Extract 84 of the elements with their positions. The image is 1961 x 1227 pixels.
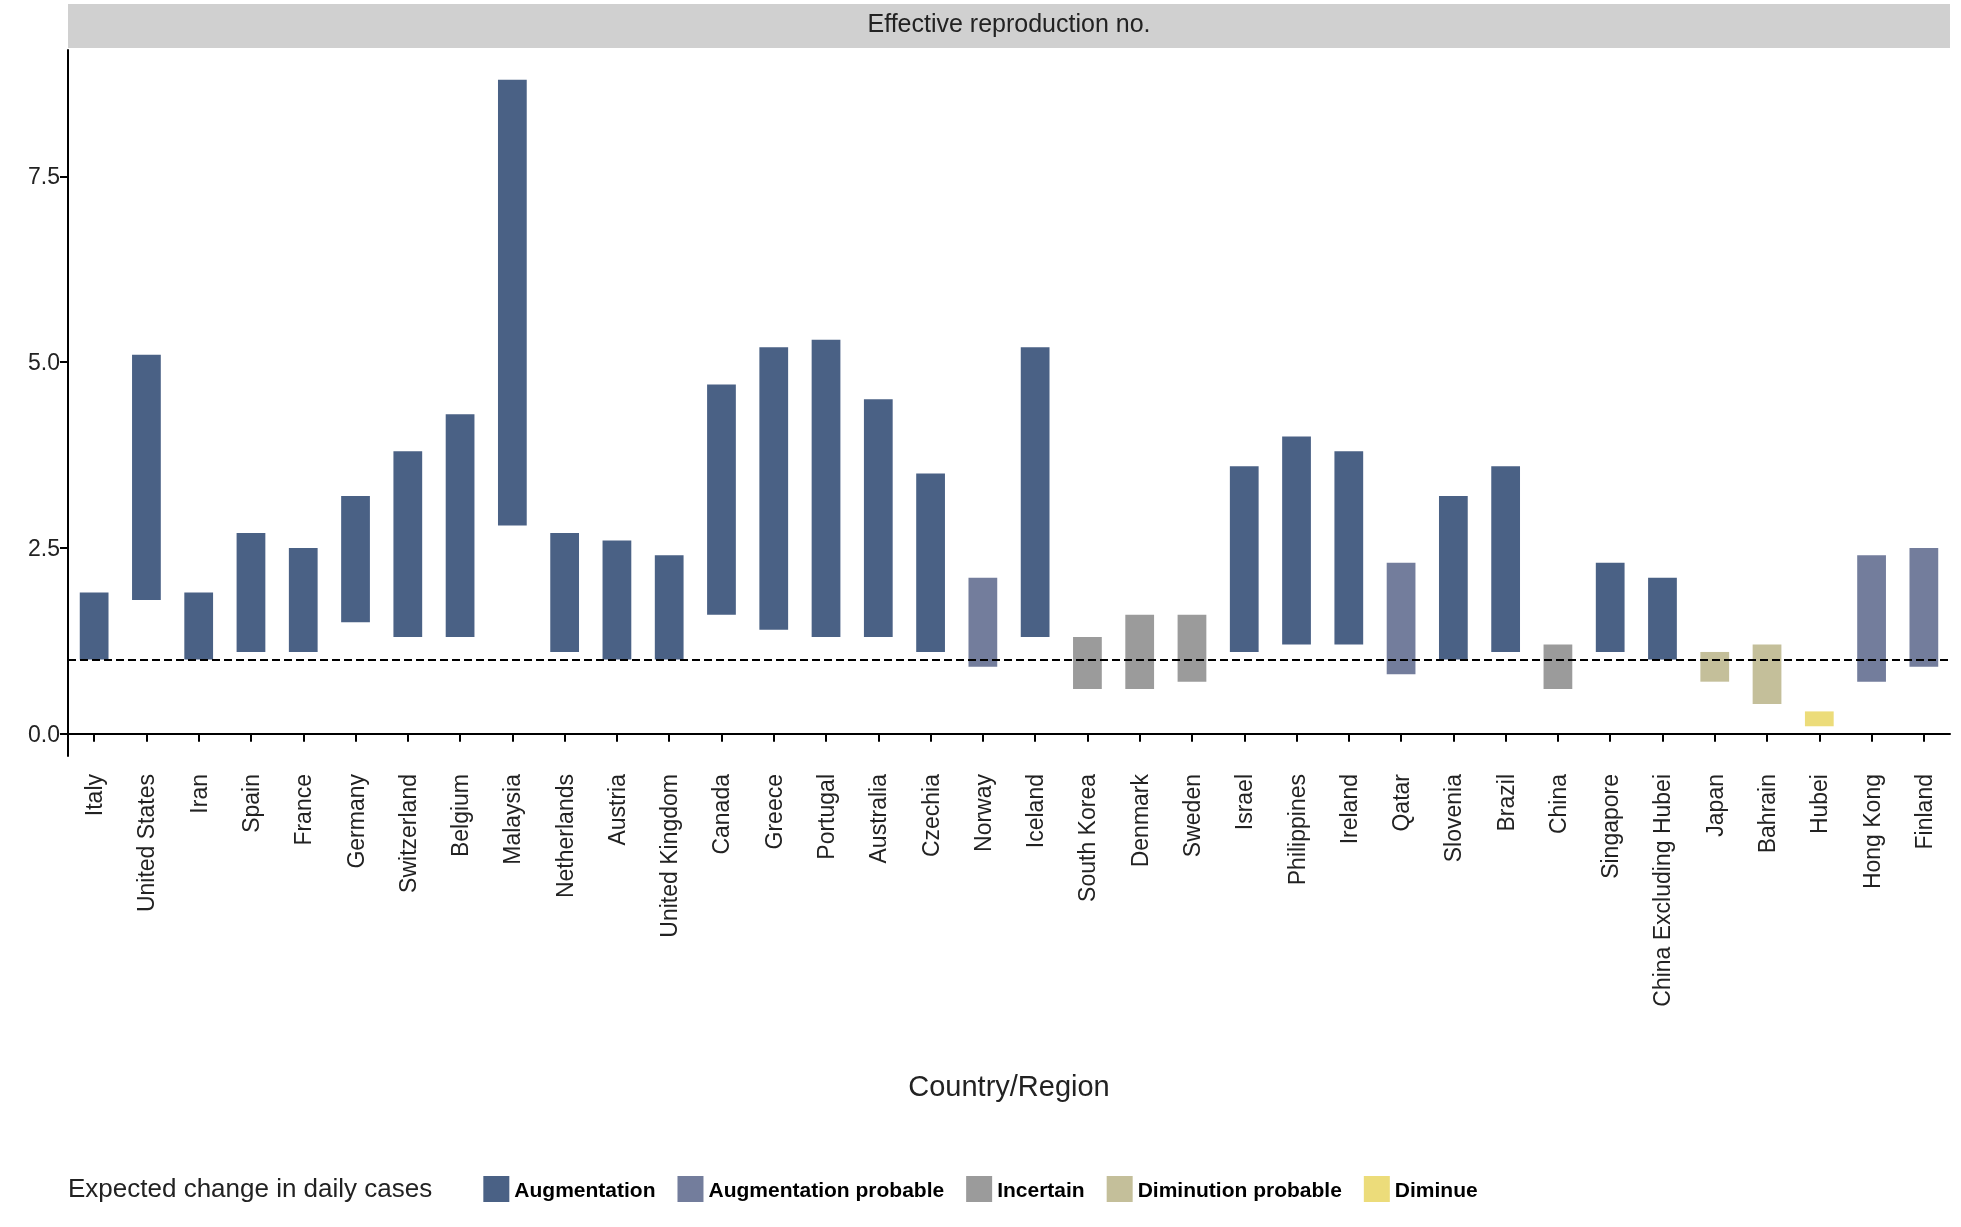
x-tick-label: Denmark	[1126, 773, 1153, 868]
bar	[236, 533, 266, 652]
bar	[497, 79, 527, 526]
bar	[1229, 466, 1259, 652]
x-axis-title: Country/Region	[908, 1069, 1110, 1102]
x-tick-label: Malaysia	[499, 773, 526, 865]
x-tick-label: China	[1544, 773, 1571, 835]
bar	[1909, 547, 1939, 667]
bar	[707, 384, 736, 615]
legend-label: Diminue	[1394, 1177, 1478, 1201]
x-tick-label: Germany	[342, 773, 369, 869]
x-tick-label: Australia	[865, 773, 892, 864]
x-tick-label: Iran	[185, 774, 212, 814]
legend-label: Incertain	[997, 1177, 1085, 1201]
legend-label: Augmentation	[514, 1177, 656, 1201]
x-tick-label: United Kingdom	[656, 774, 683, 938]
bar	[1020, 347, 1050, 638]
y-tick-label: 5.0	[28, 349, 60, 376]
bar	[1386, 562, 1416, 675]
bar	[1282, 436, 1311, 645]
legend-label: Augmentation probable	[708, 1177, 945, 1201]
x-tick-label: Austria	[603, 773, 630, 846]
bar	[968, 577, 998, 667]
x-tick-label: Czechia	[917, 773, 944, 858]
x-tick-label: Norway	[969, 773, 996, 852]
y-tick-label: 2.5	[28, 534, 60, 561]
legend-title: Expected change in daily cases	[68, 1173, 433, 1203]
bar	[1334, 451, 1364, 645]
bar	[1700, 651, 1730, 682]
bar	[132, 354, 161, 600]
bar	[1857, 555, 1886, 682]
bar	[916, 473, 945, 652]
x-tick-label: Ireland	[1335, 774, 1362, 845]
x-tick-label: Japan	[1701, 774, 1728, 837]
bar	[1543, 644, 1573, 690]
bar	[1595, 562, 1625, 652]
x-tick-label: Belgium	[447, 774, 474, 858]
legend-label: Diminution probable	[1137, 1177, 1342, 1201]
x-tick-label: Switzerland	[394, 774, 421, 893]
x-tick-label: Hong Kong	[1858, 774, 1885, 890]
x-tick-label: Brazil	[1492, 774, 1519, 832]
bar	[1125, 614, 1155, 690]
x-tick-label: France	[290, 774, 317, 846]
bar	[1752, 644, 1782, 704]
x-tick-label: Singapore	[1597, 774, 1624, 879]
x-tick-label: Philippines	[1283, 774, 1310, 886]
bar	[288, 547, 318, 652]
x-tick-label: China Excluding Hubei	[1649, 774, 1676, 1007]
x-tick-label: Qatar	[1388, 773, 1415, 832]
bar	[1073, 637, 1102, 690]
x-tick-label: Greece	[760, 774, 787, 850]
bar	[393, 451, 423, 638]
bar	[654, 555, 684, 660]
x-tick-label: Canada	[708, 773, 735, 855]
x-tick-label: Spain	[237, 774, 264, 833]
x-tick-label: Slovenia	[1440, 773, 1467, 863]
x-tick-label: Hubei	[1806, 774, 1833, 835]
bar	[759, 347, 789, 630]
bar	[811, 339, 841, 638]
x-tick-label: Italy	[81, 773, 108, 817]
x-tick-label: Portugal	[813, 774, 840, 860]
x-tick-label: United States	[133, 774, 160, 913]
bar	[445, 414, 475, 638]
chart-title: Effective reproduction no.	[867, 8, 1151, 37]
x-tick-label: Iceland	[1022, 774, 1049, 849]
bar	[863, 399, 893, 638]
bar	[184, 592, 214, 660]
x-tick-label: Sweden	[1178, 774, 1205, 858]
x-tick-label: Finland	[1910, 774, 1937, 850]
bar	[602, 540, 632, 660]
x-tick-label: Israel	[1231, 774, 1258, 831]
bar	[1177, 614, 1207, 682]
bar	[79, 592, 109, 660]
bar	[550, 533, 580, 652]
y-tick-label: 7.5	[28, 163, 60, 190]
x-tick-label: Netherlands	[551, 774, 578, 899]
bar	[1491, 466, 1521, 652]
x-tick-label: South Korea	[1074, 773, 1101, 902]
bar	[341, 495, 370, 623]
bar	[1804, 711, 1834, 727]
x-tick-label: Bahrain	[1754, 774, 1781, 854]
y-tick-label: 0.0	[28, 720, 60, 747]
bar	[1648, 577, 1677, 660]
bar	[1438, 495, 1468, 660]
